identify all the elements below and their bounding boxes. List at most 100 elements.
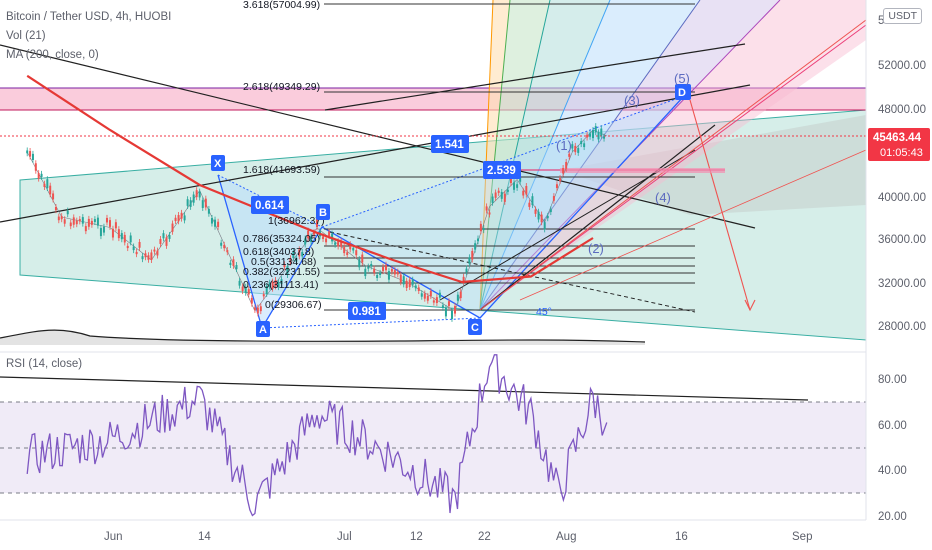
candle-body <box>156 250 159 256</box>
candle-body <box>37 173 40 179</box>
last-price-badge <box>868 128 930 161</box>
candle-body <box>40 173 43 177</box>
candle-body <box>600 128 603 136</box>
price-tick: 32000.00 <box>878 278 926 290</box>
last-price-value: 45463.44 <box>873 132 922 144</box>
fib-label: 0.786(35324.05) <box>243 233 320 245</box>
rsi-tick: 80.00 <box>878 374 907 386</box>
candle-body <box>268 282 271 287</box>
candle-body <box>90 220 93 225</box>
candle-body <box>370 263 373 267</box>
trendline-rise-2 <box>439 149 696 301</box>
candle-body <box>217 221 220 228</box>
candle-body <box>537 211 540 220</box>
candle-body <box>411 279 414 285</box>
volume-area <box>0 330 645 345</box>
candle-body <box>295 257 298 262</box>
rsi-legend[interactable]: RSI (14, close) <box>6 358 83 370</box>
fan-line-7 <box>479 24 867 311</box>
candle-body <box>43 183 46 187</box>
candle-body <box>506 189 509 192</box>
candle-body <box>226 250 229 253</box>
wave-label: (3) <box>624 93 640 108</box>
ratio-label: 0.614 <box>255 200 284 212</box>
point-x-label: X <box>214 158 222 170</box>
volume-legend[interactable]: Vol (21) <box>6 30 46 42</box>
candle-body <box>81 217 84 224</box>
price-tick: 28000.00 <box>878 321 926 333</box>
price-tick-top: 5 <box>878 15 884 27</box>
ratio-bg <box>483 161 521 179</box>
ratio-bg <box>431 135 469 153</box>
candle-body <box>552 196 555 201</box>
candle-body <box>603 136 606 139</box>
candle-body <box>597 132 600 140</box>
candle-body <box>435 297 438 304</box>
candle-body <box>283 264 286 268</box>
trendline-red-2 <box>519 149 867 301</box>
candle-body <box>310 236 313 243</box>
candle-body <box>546 215 549 219</box>
price-axis[interactable]: 5 52000.00 48000.00 40000.00 36000.00 32… <box>878 15 926 523</box>
candle-body <box>525 186 528 195</box>
candle-body <box>177 215 180 222</box>
candle-body <box>69 222 72 227</box>
candle-body <box>522 190 525 196</box>
wave-label: (2) <box>588 241 604 256</box>
candle-body <box>494 192 497 198</box>
candle-body <box>262 294 265 297</box>
trendline-rise-1 <box>479 124 716 311</box>
candle-body <box>482 228 485 231</box>
candle-body <box>322 236 325 240</box>
last-price-countdown: 01:05:43 <box>880 147 923 159</box>
ma-legend[interactable]: MA (200, close, 0) <box>6 49 99 61</box>
price-tick: 36000.00 <box>878 234 926 246</box>
candle-body <box>417 287 420 291</box>
candle-body <box>129 235 132 243</box>
candle-body <box>423 293 426 299</box>
candle-body <box>232 259 235 266</box>
candle-body <box>238 280 241 286</box>
candle-body <box>87 218 90 227</box>
candle-body <box>316 218 318 228</box>
time-tick: 12 <box>410 531 423 543</box>
candle-body <box>109 220 111 227</box>
candle-body <box>120 233 123 240</box>
candle-body <box>265 285 268 294</box>
wave-labels: (1) (2) (3) (4) (5) <box>556 71 690 256</box>
rsi-trendline <box>0 376 809 401</box>
candle-body <box>491 196 494 203</box>
candle-body <box>516 184 519 188</box>
symbol-legend[interactable]: Bitcoin / Tether USD, 4h, HUOBI <box>6 11 172 23</box>
time-tick: Jun <box>104 531 123 543</box>
candle-body <box>549 209 552 213</box>
candle-body <box>244 286 247 293</box>
candle-body <box>586 134 589 138</box>
candle-body <box>488 212 491 215</box>
candle-body <box>57 216 60 221</box>
point-a-bg <box>256 321 270 337</box>
ratio-bg <box>251 196 289 214</box>
rsi-tick: 40.00 <box>878 465 907 477</box>
point-d-bg <box>675 84 691 100</box>
pattern-xb <box>217 174 323 228</box>
price-candles <box>26 123 607 322</box>
candle-body <box>271 281 274 289</box>
currency-badge[interactable]: USDT <box>883 8 922 24</box>
candle-body <box>468 257 471 264</box>
candle-body <box>111 228 114 238</box>
wave-label: (1) <box>556 138 572 153</box>
candle-body <box>93 219 96 222</box>
fib-label: 1.618(41693.59) <box>243 164 320 176</box>
candle-body <box>307 230 310 239</box>
candle-body <box>540 214 543 223</box>
candle-body <box>159 239 162 244</box>
candle-body <box>328 231 331 236</box>
time-axis[interactable]: Jun 14 Jul 12 22 Aug 16 Sep <box>104 531 812 543</box>
candle-body <box>126 245 129 249</box>
candle-body <box>138 241 141 248</box>
volume-ma <box>0 329 646 343</box>
candle-body <box>26 150 29 154</box>
harmonic-pattern <box>217 95 685 330</box>
